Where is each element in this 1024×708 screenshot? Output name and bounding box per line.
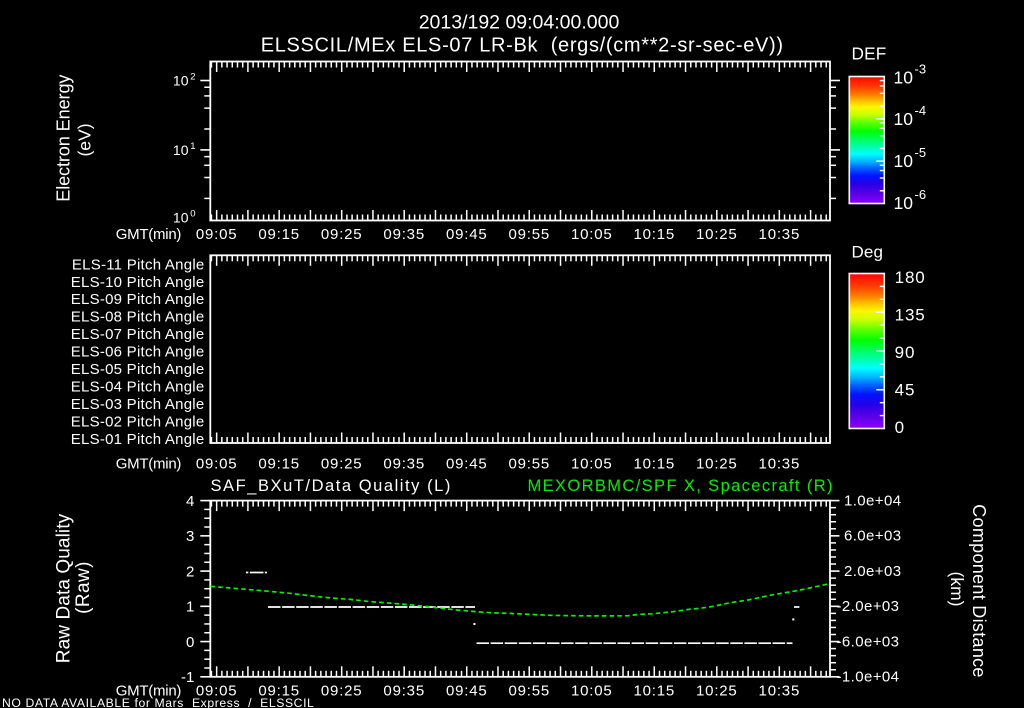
- svg-text:10:25: 10:25: [696, 456, 738, 473]
- svg-text:10:15: 10:15: [634, 456, 676, 473]
- svg-text:SAF_BXuT/Data Quality (L): SAF_BXuT/Data Quality (L): [211, 477, 452, 495]
- svg-text:-1.0e+04: -1.0e+04: [837, 669, 900, 686]
- svg-text:ELS-01 Pitch Angle: ELS-01 Pitch Angle: [71, 431, 205, 448]
- svg-text:09:15: 09:15: [258, 226, 300, 243]
- svg-text:10:35: 10:35: [759, 683, 801, 700]
- svg-text:45: 45: [895, 381, 916, 400]
- svg-text:Deg: Deg: [852, 243, 884, 262]
- svg-text:ELS-05 Pitch Angle: ELS-05 Pitch Angle: [71, 361, 205, 378]
- svg-text:90: 90: [895, 343, 916, 362]
- svg-text:ELS-08 Pitch Angle: ELS-08 Pitch Angle: [71, 309, 205, 326]
- svg-text:135: 135: [895, 305, 926, 324]
- svg-text:GMT(min): GMT(min): [116, 456, 182, 473]
- svg-text:09:45: 09:45: [446, 456, 488, 473]
- svg-text:ELS-10 Pitch Angle: ELS-10 Pitch Angle: [71, 274, 205, 291]
- svg-text:09:45: 09:45: [446, 226, 488, 243]
- svg-text:10:25: 10:25: [696, 226, 738, 243]
- svg-text:1: 1: [186, 599, 194, 616]
- svg-text:10: 10: [173, 142, 189, 158]
- svg-text:6.0e+03: 6.0e+03: [844, 528, 901, 545]
- svg-text:0: 0: [895, 418, 905, 437]
- svg-text:0: 0: [186, 634, 194, 651]
- svg-text:-6: -6: [915, 187, 927, 202]
- svg-text:ELS-06 Pitch Angle: ELS-06 Pitch Angle: [71, 344, 205, 361]
- svg-text:2: 2: [186, 563, 194, 580]
- svg-text:GMT(min): GMT(min): [116, 683, 182, 700]
- svg-text:3: 3: [186, 528, 194, 545]
- svg-text:ELS-07 Pitch Angle: ELS-07 Pitch Angle: [71, 326, 205, 343]
- svg-text:0: 0: [190, 208, 195, 219]
- svg-text:10: 10: [173, 210, 189, 226]
- svg-text:09:25: 09:25: [321, 456, 363, 473]
- svg-text:180: 180: [895, 268, 926, 287]
- svg-text:10:25: 10:25: [696, 683, 738, 700]
- svg-text:10:35: 10:35: [759, 226, 801, 243]
- svg-text:09:45: 09:45: [446, 683, 488, 700]
- svg-text:ELSSCIL/MEx ELS-07 LR-Bk (erg: ELSSCIL/MEx ELS-07 LR-Bk (ergs/(cm**2-sr…: [261, 34, 784, 56]
- svg-text:2013/192 09:04:00.000: 2013/192 09:04:00.000: [419, 12, 620, 34]
- svg-text:10:35: 10:35: [759, 456, 801, 473]
- svg-text:-4: -4: [915, 103, 927, 118]
- svg-text:GMT(min): GMT(min): [116, 226, 182, 243]
- svg-text:09:05: 09:05: [196, 683, 238, 700]
- svg-text:09:55: 09:55: [508, 226, 550, 243]
- svg-text:(eV): (eV): [74, 123, 94, 156]
- svg-text:2: 2: [190, 72, 195, 83]
- svg-text:-6.0e+03: -6.0e+03: [837, 633, 900, 650]
- svg-text:10:05: 10:05: [571, 683, 613, 700]
- svg-text:ELS-04 Pitch Angle: ELS-04 Pitch Angle: [71, 379, 205, 396]
- svg-text:(Raw): (Raw): [73, 561, 94, 614]
- svg-text:1: 1: [190, 141, 195, 152]
- svg-text:09:05: 09:05: [196, 226, 238, 243]
- svg-text:09:25: 09:25: [321, 683, 363, 700]
- svg-text:09:35: 09:35: [383, 226, 425, 243]
- svg-text:ELS-09 Pitch Angle: ELS-09 Pitch Angle: [71, 291, 205, 308]
- svg-text:ELS-03 Pitch Angle: ELS-03 Pitch Angle: [71, 396, 205, 413]
- svg-text:MEXORBMC/SPF X, Spacecraft (R): MEXORBMC/SPF X, Spacecraft (R): [528, 477, 834, 495]
- svg-text:10:05: 10:05: [571, 226, 613, 243]
- svg-text:10: 10: [894, 109, 914, 129]
- svg-text:09:05: 09:05: [196, 456, 238, 473]
- svg-text:09:35: 09:35: [383, 683, 425, 700]
- svg-text:10:05: 10:05: [571, 456, 613, 473]
- svg-text:10: 10: [894, 151, 914, 171]
- svg-text:09:25: 09:25: [321, 226, 363, 243]
- svg-text:DEF: DEF: [852, 44, 887, 64]
- svg-text:-3: -3: [915, 61, 927, 76]
- svg-text:-2.0e+03: -2.0e+03: [837, 598, 900, 615]
- svg-text:10: 10: [173, 73, 189, 89]
- svg-text:Component Distance: Component Distance: [969, 504, 989, 678]
- svg-text:09:15: 09:15: [258, 683, 300, 700]
- svg-text:ELS-11 Pitch Angle: ELS-11 Pitch Angle: [72, 256, 205, 273]
- svg-text:10:15: 10:15: [634, 683, 676, 700]
- svg-text:Raw Data Quality: Raw Data Quality: [54, 513, 75, 663]
- svg-text:(km): (km): [947, 572, 967, 607]
- svg-text:10: 10: [894, 67, 914, 87]
- svg-text:09:55: 09:55: [508, 456, 550, 473]
- svg-text:-1: -1: [181, 669, 194, 686]
- svg-text:4: 4: [186, 493, 194, 510]
- svg-text:-5: -5: [915, 145, 927, 160]
- svg-text:2.0e+03: 2.0e+03: [844, 563, 901, 580]
- svg-text:NO DATA AVAILABLE for Mars Ex: NO DATA AVAILABLE for Mars Express / ELS…: [2, 696, 314, 708]
- svg-text:09:15: 09:15: [258, 456, 300, 473]
- svg-text:10: 10: [894, 193, 914, 213]
- svg-text:10:15: 10:15: [634, 226, 676, 243]
- svg-text:1.0e+04: 1.0e+04: [844, 493, 901, 510]
- svg-text:ELS-02 Pitch Angle: ELS-02 Pitch Angle: [71, 413, 205, 430]
- svg-text:09:55: 09:55: [508, 683, 550, 700]
- svg-text:09:35: 09:35: [383, 456, 425, 473]
- svg-text:Electron Energy: Electron Energy: [54, 74, 74, 202]
